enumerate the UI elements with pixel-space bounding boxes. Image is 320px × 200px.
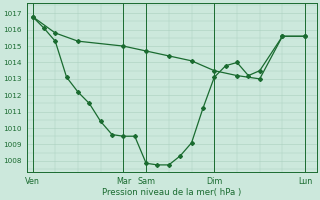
X-axis label: Pression niveau de la mer( hPa ): Pression niveau de la mer( hPa ) xyxy=(102,188,241,197)
